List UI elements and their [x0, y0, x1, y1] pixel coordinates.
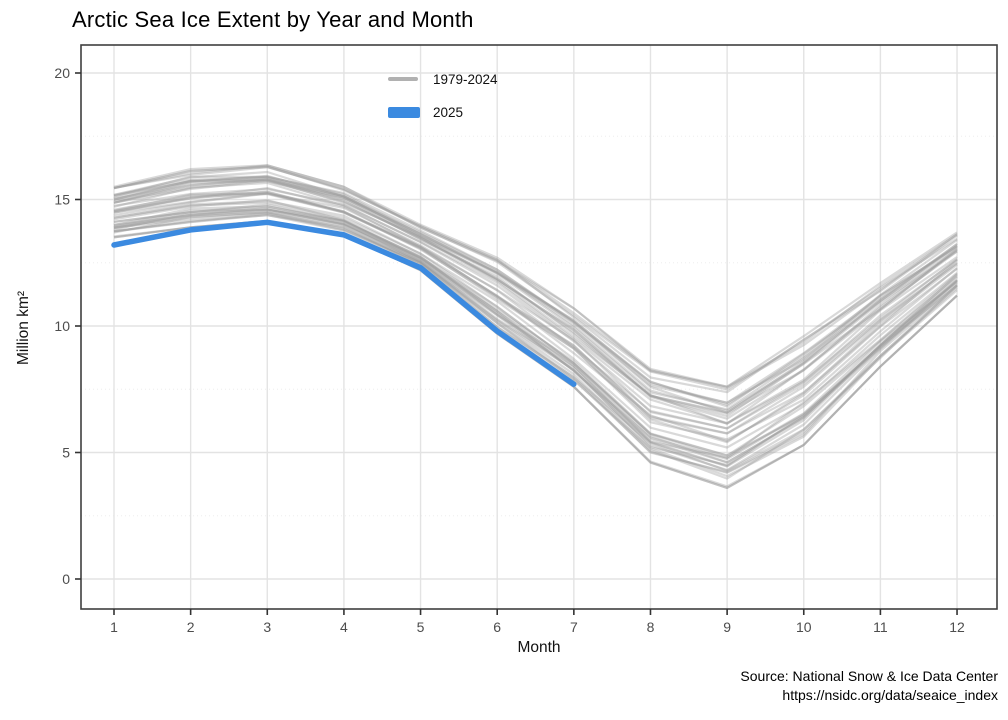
year-line [113, 213, 958, 478]
y-tick-label: 0 [62, 571, 70, 587]
x-tick-label: 1 [110, 619, 118, 635]
year-line [113, 187, 958, 425]
historical-line-key-icon [388, 77, 418, 81]
legend: 1979-2024 2025 [388, 68, 498, 134]
year-line [113, 175, 958, 404]
legend-item-historical: 1979-2024 [388, 68, 498, 90]
year-line [113, 170, 958, 406]
year-line [113, 214, 958, 474]
year-line [113, 211, 958, 480]
x-tick-label: 5 [417, 619, 425, 635]
year-line [113, 206, 958, 467]
year-line [113, 180, 958, 420]
series-2025-line [111, 219, 577, 387]
x-tick-label: 11 [873, 619, 888, 635]
x-axis-title: Month [517, 639, 561, 656]
legend-label-2025: 2025 [433, 104, 464, 120]
x-tick-label: 7 [570, 619, 578, 635]
chart-title: Arctic Sea Ice Extent by Year and Month [72, 7, 474, 32]
year-line [113, 192, 958, 443]
year-line [113, 200, 958, 449]
year-line [113, 178, 958, 411]
year-line [113, 192, 958, 430]
year-line [113, 192, 958, 441]
x-tick-label: 10 [796, 619, 812, 635]
x-tick-label: 9 [723, 619, 731, 635]
year-line [113, 179, 958, 425]
year-line [113, 190, 958, 435]
y-axis-title: Million km² [15, 290, 32, 366]
year-line [113, 208, 958, 461]
legend-item-2025: 2025 [388, 101, 498, 123]
y-tick-label: 20 [54, 65, 70, 81]
year-line [113, 181, 958, 425]
year-line [113, 208, 958, 459]
year-line [113, 176, 958, 418]
year-line [113, 192, 958, 444]
year-line [113, 211, 958, 472]
year-line [113, 212, 958, 474]
x-tick-label: 12 [949, 619, 965, 635]
year-line [113, 175, 958, 408]
year-line [113, 205, 958, 464]
source-url: https://nsidc.org/data/seaice_index [782, 687, 998, 703]
year-line [113, 187, 958, 430]
year-line [113, 209, 958, 466]
legend-label-historical: 1979-2024 [433, 71, 498, 87]
x-tick-label: 8 [647, 619, 655, 635]
y-tick-label: 10 [54, 318, 70, 334]
x-tick-label: 2 [187, 619, 195, 635]
year-line [113, 179, 958, 414]
year-line [113, 178, 958, 415]
year-line [113, 174, 958, 412]
highlight-line-key-icon [388, 106, 420, 118]
year-line [113, 165, 958, 389]
year-line [113, 178, 958, 414]
year-line [113, 176, 958, 404]
source-attribution: Source: National Snow & Ice Data Center … [740, 667, 998, 705]
year-line [113, 205, 958, 464]
year-line [113, 191, 958, 435]
year-line [113, 203, 958, 457]
year-line [113, 201, 958, 460]
year-line [113, 211, 958, 472]
y-tick-label: 15 [54, 192, 70, 208]
source-line: Source: National Snow & Ice Data Center [740, 668, 998, 684]
year-line [113, 166, 958, 394]
x-tick-label: 6 [493, 619, 501, 635]
y-tick-label: 5 [62, 445, 70, 461]
x-tick-label: 3 [263, 619, 271, 635]
year-line [113, 164, 958, 388]
x-tick-label: 4 [340, 619, 348, 635]
year-line [113, 199, 958, 457]
year-line [113, 208, 958, 468]
year-line [113, 164, 958, 388]
panel-border [80, 44, 998, 610]
year-line [113, 166, 958, 391]
